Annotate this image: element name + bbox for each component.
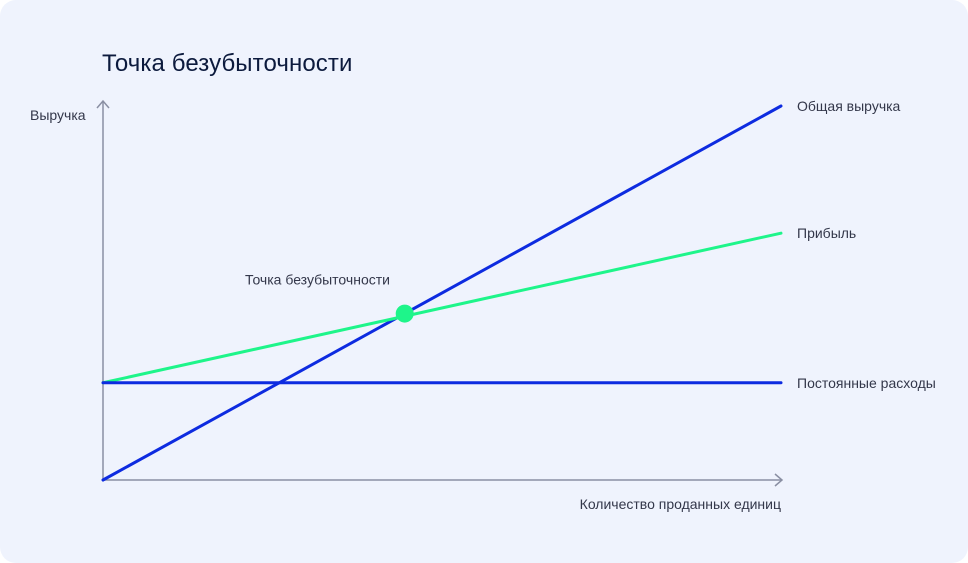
series-line-profit: [101, 231, 783, 385]
series-line-total-revenue: [101, 104, 783, 482]
break-even-point-label: Точка безубыточности: [245, 272, 390, 288]
break-even-point-marker: [395, 304, 414, 323]
x-axis-arrow: [774, 473, 784, 487]
series-label-profit: Прибыль: [797, 225, 856, 241]
series-layer: [101, 104, 783, 482]
chart-title: Точка безубыточности: [102, 50, 353, 77]
series-label-total-revenue: Общая выручка: [797, 98, 901, 114]
y-axis-label: Выручка: [30, 107, 86, 123]
y-axis-arrow: [96, 99, 110, 109]
series-label-fixed-costs: Постоянные расходы: [797, 375, 936, 391]
axes: [96, 99, 784, 487]
series-labels: Общая выручка Прибыль Постоянные расходы: [797, 98, 936, 391]
annotations: Точка безубыточности: [245, 272, 414, 323]
x-axis-label: Количество проданных единиц: [580, 496, 781, 512]
